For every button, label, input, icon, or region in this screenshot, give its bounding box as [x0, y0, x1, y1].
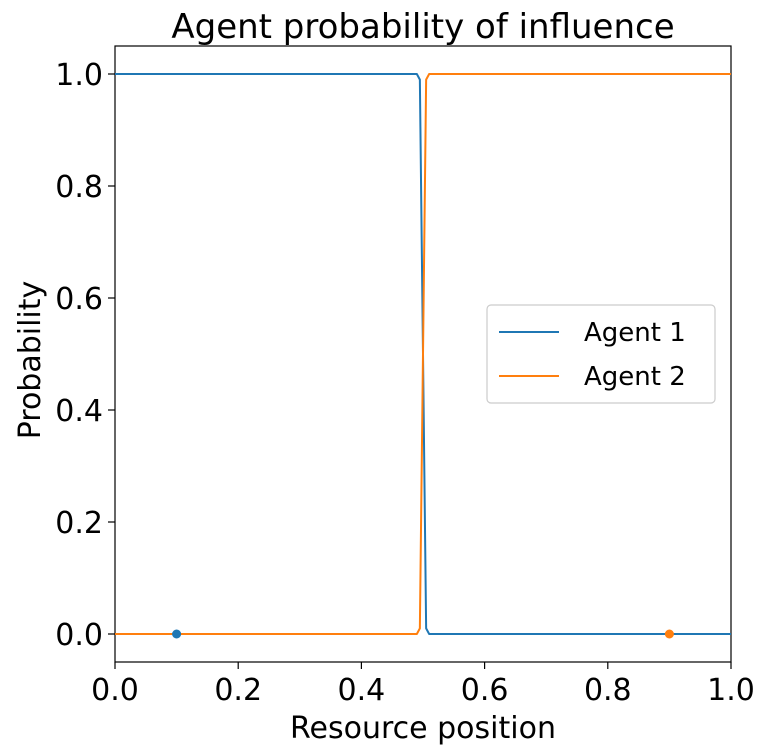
- x-axis-label: Resource position: [290, 711, 556, 746]
- legend-box: [486, 304, 716, 404]
- y-tick-label: 0.8: [55, 170, 103, 205]
- plot-area: [114, 45, 732, 663]
- ticks-layer: 0.0 0.2 0.4 0.6 0.8 1.0 0.0 0.2 0.4 0.6 0.8 1.0: [55, 58, 755, 708]
- legend-label: Agent 1: [584, 318, 686, 348]
- legend-label: Agent 2: [584, 362, 686, 392]
- legend: Agent 1 Agent 2: [486, 304, 716, 404]
- x-tick-label: 0.2: [214, 673, 262, 708]
- chart-title: Agent probability of influence: [171, 7, 674, 47]
- y-tick-label: 1.0: [55, 58, 103, 93]
- x-tick-label: 1.0: [707, 673, 755, 708]
- y-axis-label: Probability: [13, 281, 48, 440]
- y-tick-label: 0.4: [55, 394, 103, 429]
- x-tick-label: 0.4: [338, 673, 386, 708]
- y-tick-label: 0.6: [55, 282, 103, 317]
- series-layer: [115, 73, 731, 639]
- series-line-agent-2: [115, 73, 731, 635]
- x-tick-label: 0.8: [584, 673, 632, 708]
- x-tick-label: 0.0: [91, 673, 139, 708]
- y-tick-label: 0.0: [55, 618, 103, 653]
- y-tick-label: 0.2: [55, 506, 103, 541]
- agent-position-point-1: [172, 629, 182, 639]
- plot-frame: [114, 45, 732, 663]
- x-tick-label: 0.6: [461, 673, 509, 708]
- agent-position-point-2: [664, 629, 674, 639]
